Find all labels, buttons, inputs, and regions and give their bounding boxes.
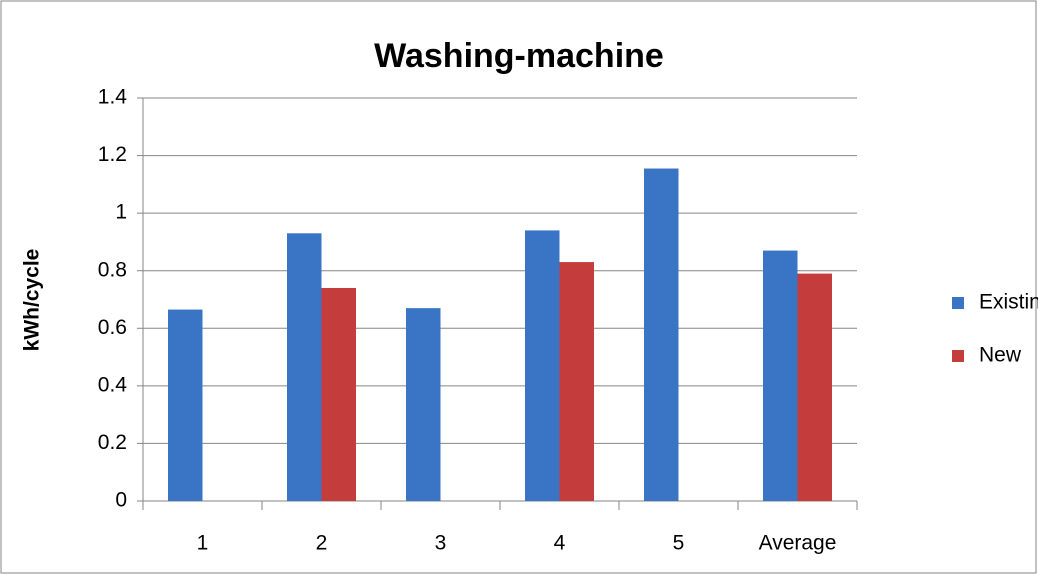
chart-title: Washing-machine <box>374 37 664 75</box>
bar <box>168 309 203 501</box>
x-tick-label: 2 <box>316 532 328 555</box>
y-tick-label: 1 <box>115 201 127 224</box>
y-tick-label: 0.4 <box>98 373 128 396</box>
x-tick-label: 3 <box>435 532 447 555</box>
legend-label: Existing <box>979 291 1038 314</box>
x-tick-label: Average <box>759 532 837 555</box>
y-tick-label: 0.2 <box>98 431 127 454</box>
y-tick-label: 1.2 <box>98 143 127 166</box>
bar <box>525 230 560 501</box>
y-axis-label: kWh/cycle <box>21 249 44 352</box>
legend-label: New <box>979 344 1022 367</box>
x-tick-label: 5 <box>673 532 685 555</box>
bar <box>287 233 322 502</box>
legend-swatch <box>952 297 964 309</box>
bar <box>406 308 441 501</box>
x-tick-label: 4 <box>554 532 566 555</box>
y-tick-label: 0 <box>115 489 127 512</box>
y-tick-label: 0.8 <box>98 258 127 281</box>
legend-swatch <box>952 350 964 362</box>
bar <box>763 250 798 501</box>
y-tick-label: 0.6 <box>98 316 127 339</box>
bar <box>321 287 356 501</box>
y-tick-label: 1.4 <box>98 86 128 109</box>
bar <box>644 168 679 501</box>
x-tick-label: 1 <box>197 532 209 555</box>
bar <box>797 273 832 501</box>
bar <box>559 262 594 501</box>
